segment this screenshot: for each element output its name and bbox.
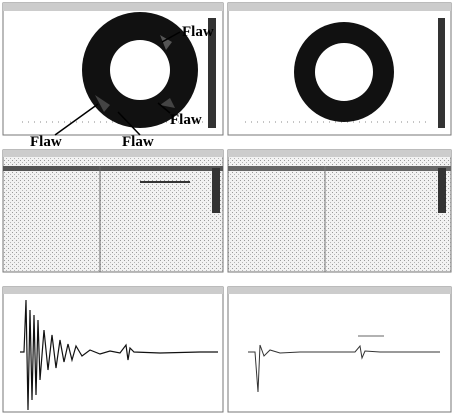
scan-panel [228, 3, 451, 135]
ascan-panel [3, 287, 223, 412]
flaw-label: Flaw [170, 112, 202, 128]
screenshot: Flaw Flaw Flaw Flaw (() => [0, 0, 454, 415]
ring-inner [110, 40, 170, 100]
flaw-label: Flaw [182, 24, 214, 40]
bscan-panel [228, 150, 451, 272]
flaw-label: Flaw [30, 134, 62, 150]
ring-inner [315, 43, 373, 101]
flaw-label: Flaw [122, 134, 154, 150]
bscan-panel [3, 150, 223, 272]
ascan-panel [228, 287, 451, 412]
